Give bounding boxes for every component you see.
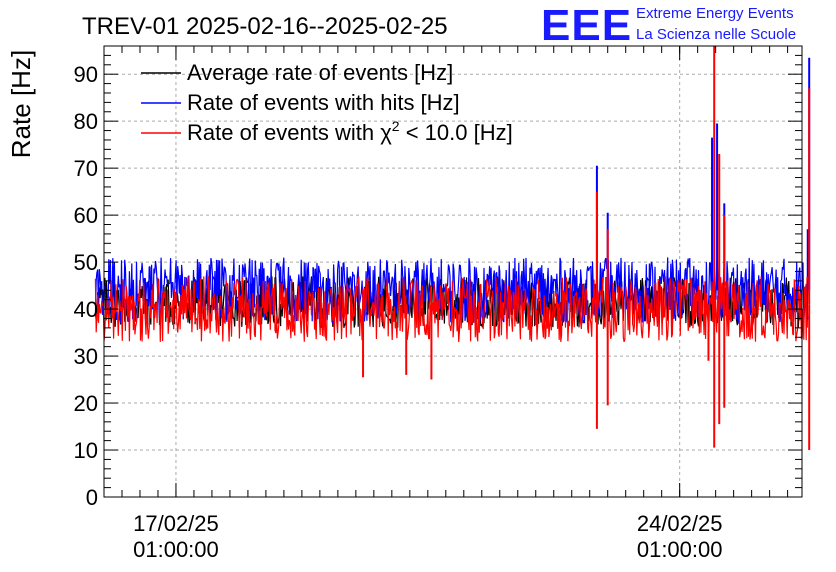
- legend-label-chi2: Rate of events with χ2 < 10.0 [Hz]: [187, 118, 513, 145]
- eee-logo: EEE Extreme Energy Events La Scienza nel…: [541, 1, 796, 50]
- y-tick-label: 90: [74, 62, 98, 87]
- legend-chi2-symbol: χ: [380, 120, 392, 145]
- chart-title: TREV-01 2025-02-16--2025-02-25: [82, 13, 448, 40]
- legend-chi2-prefix: Rate of events with: [187, 120, 380, 145]
- legend-label-hits: Rate of events with hits [Hz]: [187, 90, 460, 115]
- y-axis-label: Rate [Hz]: [6, 50, 36, 158]
- series-layer: [94, 46, 811, 451]
- legend-label-average: Average rate of events [Hz]: [187, 60, 453, 85]
- y-tick-label: 50: [74, 250, 98, 275]
- series-line-2: [94, 276, 809, 343]
- x-tick-label-time: 01:00:00: [637, 537, 723, 562]
- x-tick-label-time: 01:00:00: [133, 537, 219, 562]
- legend: Average rate of events [Hz] Rate of even…: [141, 60, 513, 145]
- y-tick-label: 40: [74, 297, 98, 322]
- y-tick-label: 60: [74, 203, 98, 228]
- y-tick-label: 0: [86, 485, 98, 510]
- logo-mark: EEE: [541, 1, 632, 50]
- legend-chi2-suffix: < 10.0 [Hz]: [400, 120, 513, 145]
- tick-marks: 010203040506070809017/02/2501:00:0024/02…: [74, 46, 802, 562]
- y-tick-label: 80: [74, 109, 98, 134]
- y-tick-label: 30: [74, 344, 98, 369]
- x-tick-label-date: 24/02/25: [637, 511, 723, 536]
- legend-chi2-sup: 2: [392, 118, 400, 134]
- logo-line1: Extreme Energy Events: [636, 5, 794, 22]
- logo-line2: La Scienza nelle Scuole: [636, 26, 796, 43]
- x-tick-label-date: 17/02/25: [133, 511, 219, 536]
- y-tick-label: 70: [74, 156, 98, 181]
- series-line-1: [94, 257, 809, 324]
- y-tick-label: 10: [74, 438, 98, 463]
- y-tick-label: 20: [74, 391, 98, 416]
